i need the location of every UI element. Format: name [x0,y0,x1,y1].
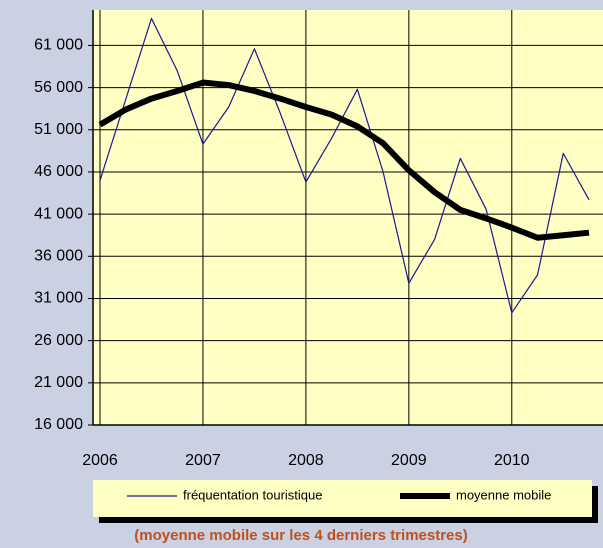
x-tick-label: 2008 [288,452,324,469]
x-tick-label: 2007 [185,452,221,469]
y-tick-label: 31 000 [34,290,83,307]
y-tick-label: 16 000 [34,416,83,433]
y-tick-label: 46 000 [34,163,83,180]
legend [93,480,592,517]
legend-label: moyenne mobile [456,487,551,502]
y-tick-label: 36 000 [34,248,83,265]
plot-area [93,10,603,425]
y-tick-label: 26 000 [34,332,83,349]
series-line [98,79,590,241]
series-line [99,17,590,314]
y-tick-label: 21 000 [34,374,83,391]
y-tick-label: 56 000 [34,79,83,96]
y-tick-label: 51 000 [34,121,83,138]
annotation: (moyenne mobile sur les 4 derniers trime… [134,527,467,544]
legend-label: fréquentation touristique [183,487,322,502]
y-tick-label: 41 000 [34,205,83,222]
x-tick-label: 2006 [82,452,118,469]
x-tick-label: 2010 [494,452,530,469]
x-tick-label: 2009 [391,452,427,469]
y-tick-label: 61 000 [34,37,83,54]
